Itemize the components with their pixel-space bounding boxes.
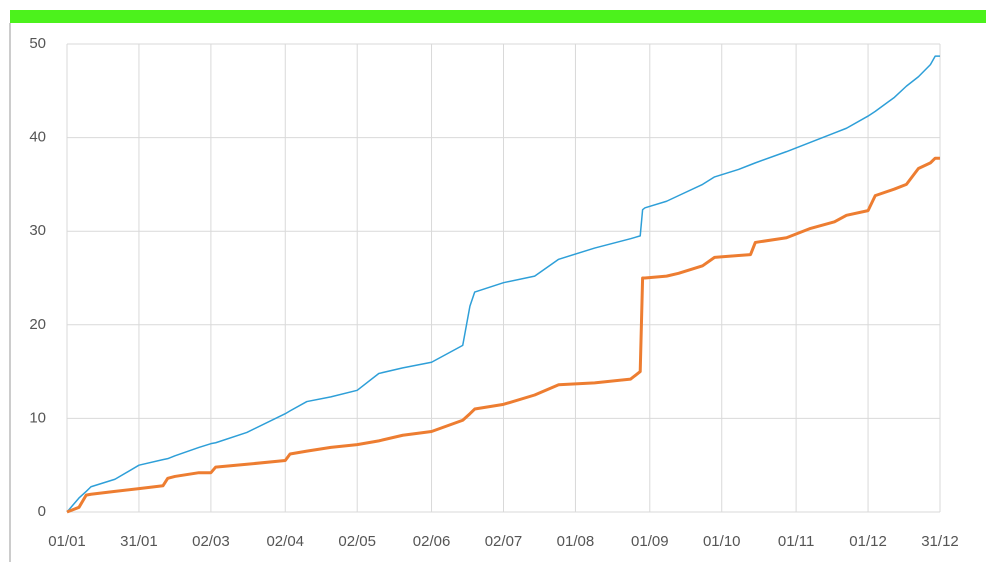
x-tick-label: 01/10 bbox=[703, 533, 741, 550]
x-tick-label: 01/11 bbox=[778, 533, 814, 550]
x-tick-label: 01/08 bbox=[557, 533, 595, 550]
x-tick-label: 01/09 bbox=[631, 533, 669, 550]
x-tick-label: 02/04 bbox=[266, 533, 304, 550]
x-tick-label: 02/03 bbox=[192, 533, 230, 550]
y-tick-label: 30 bbox=[29, 222, 46, 239]
header-bar bbox=[10, 10, 986, 23]
y-tick-label: 40 bbox=[29, 129, 46, 146]
x-tick-label: 01/12 bbox=[849, 533, 887, 550]
x-tick-label: 02/07 bbox=[485, 533, 523, 550]
x-tick-label: 01/01 bbox=[48, 533, 86, 550]
x-tick-label: 31/12 bbox=[921, 533, 959, 550]
y-tick-label: 10 bbox=[29, 409, 46, 426]
series-line bbox=[66, 156, 940, 514]
y-tick-label: 0 bbox=[38, 503, 46, 520]
y-tick-label: 50 bbox=[29, 35, 46, 52]
x-tick-label: 02/06 bbox=[413, 533, 451, 550]
x-tick-label: 31/01 bbox=[120, 533, 158, 550]
series-line bbox=[66, 55, 940, 513]
x-tick-label: 02/05 bbox=[338, 533, 376, 550]
y-tick-label: 20 bbox=[29, 316, 46, 333]
